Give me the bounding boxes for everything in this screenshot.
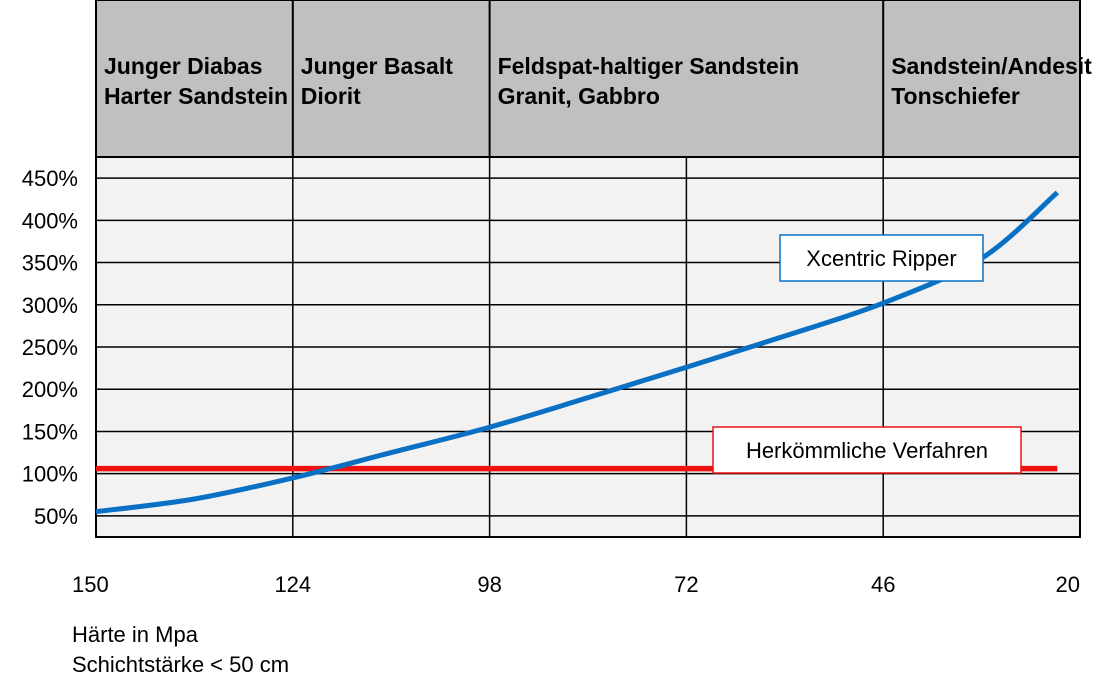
- x-axis-label-line-2: Schichtstärke < 50 cm: [72, 652, 290, 677]
- legend-box: [712, 426, 1022, 474]
- x-tick-label: 124: [274, 572, 311, 597]
- category-label-line: Sandstein/Andesit: [891, 53, 1092, 79]
- category-label-line: Diorit: [301, 83, 361, 109]
- x-tick-label: 150: [72, 572, 109, 597]
- category-label-3: Feldspat-haltiger Sandstein Granit, Gabbr…: [498, 53, 800, 109]
- x-tick-label: 98: [477, 572, 501, 597]
- y-tick-label: 200%: [22, 377, 78, 402]
- y-tick-label: 300%: [22, 293, 78, 318]
- y-axis-ticks: 50% 100% 150% 200% 250% 300% 350% 400% 450%: [22, 166, 78, 529]
- category-label-2: Junger Basalt Diorit: [301, 53, 453, 109]
- x-tick-label: 20: [1056, 572, 1080, 597]
- category-label-line: Granit, Gabbro: [498, 83, 660, 109]
- y-tick-label: 250%: [22, 335, 78, 360]
- x-tick-label: 46: [871, 572, 895, 597]
- x-axis-label-line-1: Härte in Mpa: [72, 622, 198, 647]
- legend-box: [779, 234, 984, 282]
- category-dividers: [95, 0, 885, 157]
- category-label-line: Junger Basalt: [301, 53, 453, 79]
- y-tick-label: 450%: [22, 166, 78, 191]
- legend-label-herkoemmliche-verfahren: Herkömmliche Verfahren: [746, 438, 988, 463]
- category-label-line: Harter Sandstein: [104, 83, 288, 109]
- y-tick-label: 350%: [22, 251, 78, 276]
- y-tick-label: 150%: [22, 419, 78, 444]
- legend-boxes: Xcentric Ripper Herkömmliche Verfahren: [712, 234, 1022, 474]
- y-tick-label: 400%: [22, 208, 78, 233]
- y-tick-label: 50%: [34, 504, 78, 529]
- x-axis-ticks: 150 124 98 72 46 20: [72, 572, 1080, 597]
- category-label-line: Feldspat-haltiger Sandstein: [498, 53, 800, 79]
- y-tick-label: 100%: [22, 462, 78, 487]
- category-label-4: Sandstein/Andesit Tonschiefer: [891, 53, 1092, 109]
- category-label-1: Junger Diabas Harter Sandstein: [104, 53, 288, 109]
- category-label-line: Junger Diabas: [104, 53, 263, 79]
- x-tick-label: 72: [674, 572, 698, 597]
- category-label-line: Tonschiefer: [891, 83, 1020, 109]
- legend-label-xcentric-ripper: Xcentric Ripper: [806, 246, 956, 271]
- series-line-xcentric-ripper: [95, 190, 1059, 515]
- category-labels: Junger Diabas Harter Sandstein Junger Basa…: [104, 53, 1092, 109]
- category-header-band: [95, 0, 1081, 158]
